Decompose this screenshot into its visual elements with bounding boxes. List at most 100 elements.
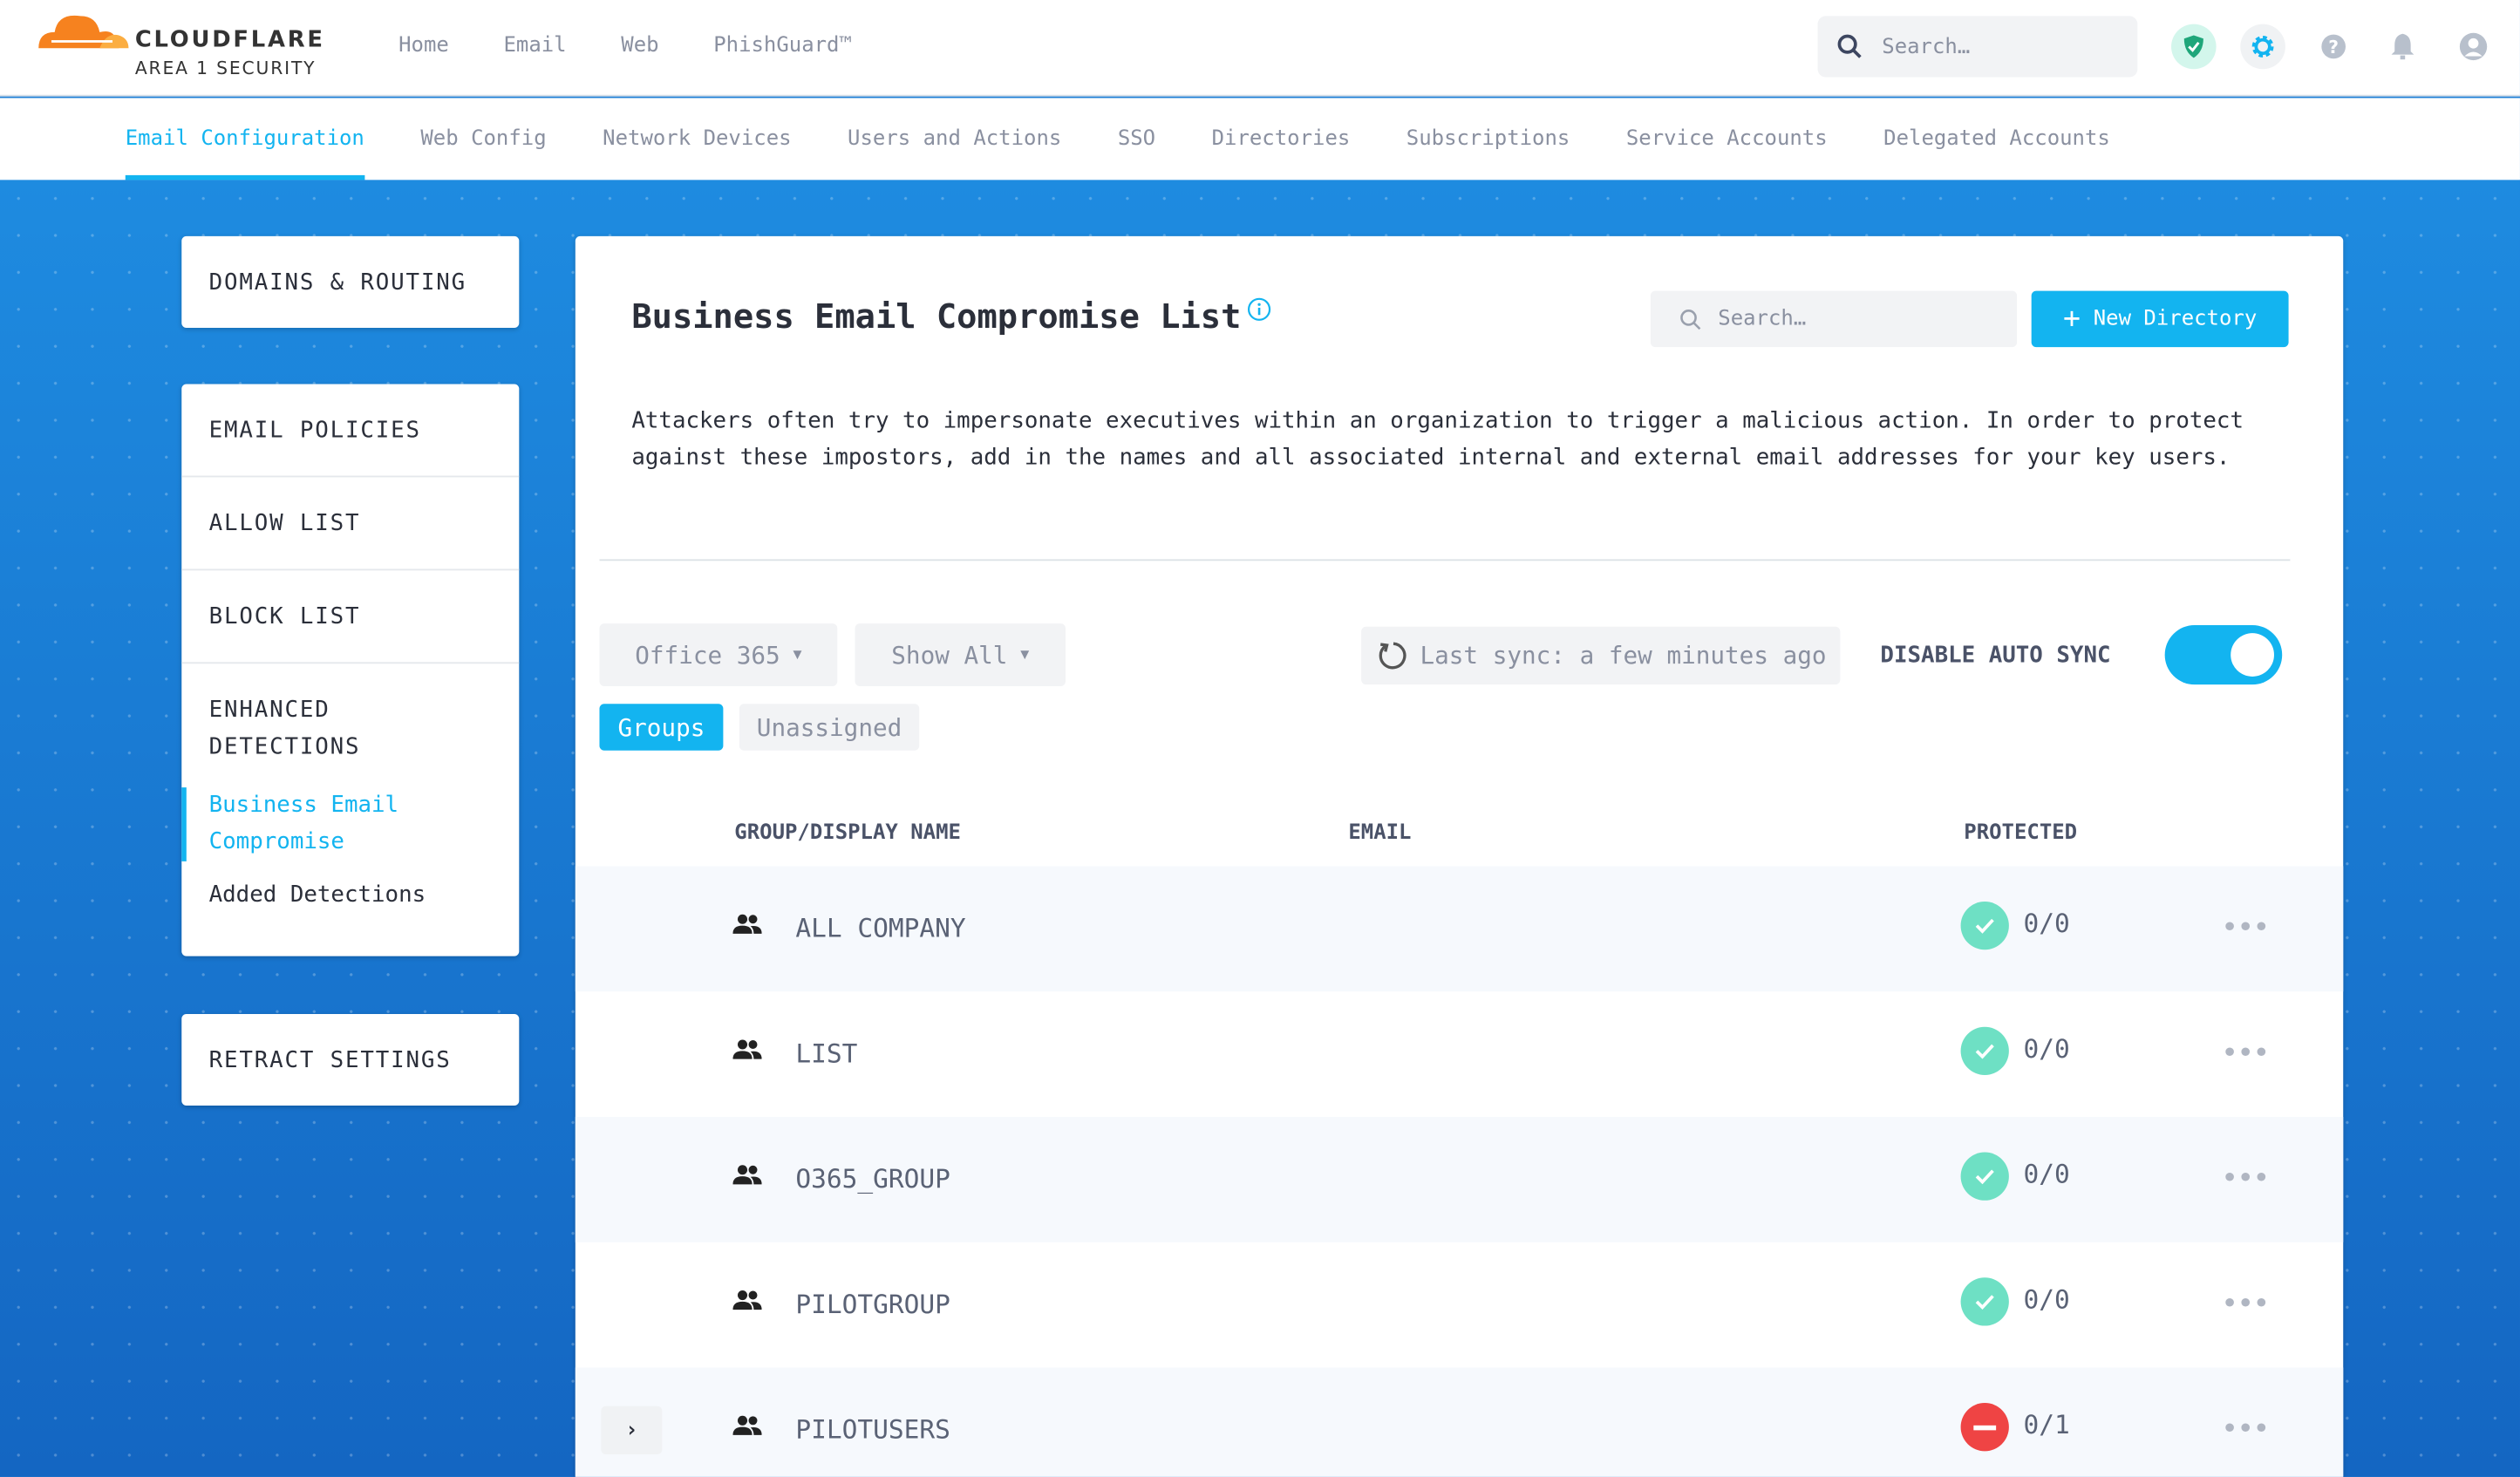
check-circle-icon	[1960, 1152, 2009, 1201]
more-options-icon[interactable]: •••	[2221, 911, 2270, 945]
help-icon[interactable]: ?	[2311, 24, 2356, 70]
tab-delegated-accounts[interactable]: Delegated Accounts	[1883, 126, 2110, 152]
nav-web[interactable]: Web	[621, 33, 659, 58]
user-icon[interactable]	[2451, 24, 2496, 70]
expand-row-button[interactable]: ›	[601, 1406, 663, 1455]
group-icon	[732, 1412, 762, 1443]
tab-network-devices[interactable]: Network Devices	[603, 126, 792, 152]
tab-subscriptions[interactable]: Subscriptions	[1406, 126, 1570, 152]
last-sync-text: Last sync: a few minutes ago	[1420, 641, 1827, 670]
auto-sync-label: DISABLE AUTO SYNC	[1880, 643, 2111, 669]
bell-icon[interactable]	[2380, 24, 2426, 70]
sidebar-item-label: DOMAINS & ROUTING	[208, 269, 467, 296]
group-icon	[732, 1162, 762, 1193]
protected-count: 0/1	[2023, 1409, 2070, 1440]
sidebar-item-email-policies[interactable]: EMAIL POLICIES	[181, 385, 520, 478]
gear-icon[interactable]	[2240, 24, 2285, 70]
brand-subtitle: AREA 1 SECURITY	[134, 58, 317, 79]
page-title: Business Email Compromise List	[631, 297, 1271, 336]
toggle-knob	[2231, 633, 2274, 677]
table-row[interactable]: ALL COMPANY 0/0 •••	[575, 866, 2344, 992]
more-options-icon[interactable]: •••	[2221, 1412, 2270, 1446]
search-placeholder: Search…	[1882, 34, 1971, 59]
svg-text:?: ?	[2328, 37, 2339, 58]
sidebar-item-enhanced-detections[interactable]: ENHANCED DETECTIONS	[208, 697, 361, 760]
table-row[interactable]: › PILOTUSERS 0/1 •••	[575, 1367, 2344, 1477]
nav-home[interactable]: Home	[398, 33, 449, 58]
protected-count: 0/0	[2023, 908, 2070, 939]
group-icon	[732, 1037, 762, 1067]
sub-nav: Email Configuration Web Config Network D…	[0, 98, 2520, 180]
plus-icon: +	[2062, 302, 2081, 337]
check-circle-icon	[1960, 1026, 2009, 1076]
protected-count: 0/0	[2023, 1283, 2070, 1315]
tab-web-config[interactable]: Web Config	[420, 126, 547, 152]
list-search-input[interactable]: Search…	[1650, 290, 2018, 348]
column-header-email[interactable]: EMAIL	[1348, 820, 1412, 846]
group-name: ALL COMPANY	[795, 912, 966, 943]
more-options-icon[interactable]: •••	[2221, 1036, 2270, 1071]
group-name: LIST	[795, 1038, 858, 1069]
sidebar-item-allow-list[interactable]: ALLOW LIST	[181, 477, 520, 571]
caret-down-icon: ▼	[793, 646, 802, 664]
protected-count: 0/0	[2023, 1158, 2070, 1189]
sidebar-policies-group: EMAIL POLICIES ALLOW LIST BLOCK LIST ENH…	[181, 384, 520, 956]
search-icon	[1680, 309, 1701, 330]
select-value: Show All	[891, 640, 1008, 670]
source-select[interactable]: Office 365 ▼	[599, 623, 838, 687]
check-circle-icon	[1960, 901, 2009, 950]
tab-sso[interactable]: SSO	[1117, 126, 1156, 152]
search-icon	[1837, 34, 1862, 58]
info-icon[interactable]	[1248, 297, 1272, 322]
sync-button[interactable]: Last sync: a few minutes ago	[1361, 626, 1841, 685]
tab-email-configuration[interactable]: Email Configuration	[125, 126, 364, 180]
sidebar-item-business-email-compromise[interactable]: Business Email Compromise	[181, 787, 439, 861]
auto-sync-toggle[interactable]	[2164, 624, 2283, 685]
sidebar-item-label: RETRACT SETTINGS	[208, 1046, 452, 1073]
tab-groups[interactable]: Groups	[599, 704, 724, 751]
divider	[599, 559, 2291, 562]
group-name: PILOTGROUP	[795, 1289, 950, 1320]
more-options-icon[interactable]: •••	[2221, 1287, 2270, 1322]
tab-users-and-actions[interactable]: Users and Actions	[848, 126, 1062, 152]
group-name: O365_GROUP	[795, 1163, 950, 1195]
column-header-protected[interactable]: PROTECTED	[1964, 820, 2078, 846]
column-header-name[interactable]: GROUP/DISPLAY NAME	[734, 820, 961, 846]
search-placeholder: Search…	[1718, 307, 1807, 331]
description: Attackers often try to impersonate execu…	[631, 408, 2244, 472]
new-directory-button[interactable]: + New Directory	[2031, 290, 2289, 348]
nav-phishguard[interactable]: PhishGuard™	[713, 33, 852, 58]
check-circle-icon	[1960, 1277, 2009, 1326]
caret-down-icon: ▼	[1020, 646, 1030, 664]
shield-check-icon[interactable]	[2171, 24, 2217, 70]
tab-unassigned[interactable]: Unassigned	[739, 704, 920, 751]
cloud-logo-icon	[38, 15, 129, 49]
more-options-icon[interactable]: •••	[2221, 1161, 2270, 1196]
sidebar-item-block-list[interactable]: BLOCK LIST	[181, 570, 520, 664]
select-value: Office 365	[635, 640, 780, 670]
title-text: Business Email Compromise List	[631, 296, 1242, 337]
tab-service-accounts[interactable]: Service Accounts	[1625, 126, 1828, 152]
table-row[interactable]: LIST 0/0 •••	[576, 991, 2343, 1117]
group-icon	[732, 1287, 762, 1317]
sidebar-retract-settings[interactable]: RETRACT SETTINGS	[181, 1013, 520, 1106]
top-bar: CLOUDFLARE AREA 1 SECURITY Home Email We…	[0, 0, 2520, 97]
nav-email[interactable]: Email	[503, 33, 567, 58]
filter-select[interactable]: Show All ▼	[855, 623, 1066, 687]
sidebar-item-added-detections[interactable]: Added Detections	[208, 881, 426, 909]
group-icon	[732, 911, 762, 942]
brand-name: CLOUDFLARE	[134, 27, 325, 53]
table-row[interactable]: O365_GROUP 0/0 •••	[575, 1116, 2344, 1242]
global-search-input[interactable]: Search…	[1817, 16, 2138, 78]
group-name: PILOTUSERS	[795, 1413, 950, 1445]
protected-count: 0/0	[2023, 1033, 2070, 1065]
sidebar-domains-routing[interactable]: DOMAINS & ROUTING	[181, 235, 520, 328]
minus-circle-icon	[1960, 1403, 2009, 1452]
top-nav: Home Email Web PhishGuard™	[398, 34, 852, 58]
bec-list-panel: Business Email Compromise List Search… +…	[575, 235, 2344, 1477]
table-row[interactable]: PILOTGROUP 0/0 •••	[576, 1242, 2343, 1368]
cloudflare-logo[interactable]: CLOUDFLARE AREA 1 SECURITY	[36, 10, 341, 86]
refresh-icon	[1378, 642, 1406, 670]
button-label: New Directory	[2093, 307, 2258, 331]
tab-directories[interactable]: Directories	[1211, 126, 1351, 152]
